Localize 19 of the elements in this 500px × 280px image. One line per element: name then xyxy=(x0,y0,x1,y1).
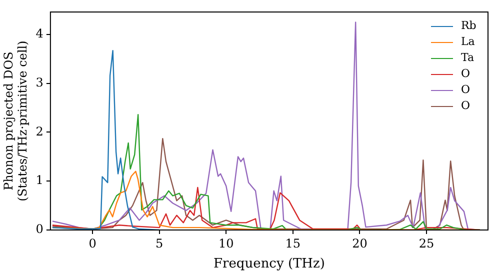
legend-label: La xyxy=(461,35,475,48)
x-tick-label: 15 xyxy=(285,236,301,250)
y-tick-label: 0 xyxy=(36,222,44,236)
legend-label: Rb xyxy=(461,19,476,32)
y-tick-label: 4 xyxy=(36,26,44,41)
x-axis-title: Frequency (THz) xyxy=(213,256,325,272)
x-tick-label: 0 xyxy=(88,236,96,250)
legend-label: Ta xyxy=(461,51,474,64)
y-axis-title: Phonon projected DOS (States/THz·primitive cell) xyxy=(1,40,30,202)
legend-label: O xyxy=(461,83,470,96)
x-tick-label: 20 xyxy=(352,236,368,250)
legend-label: O xyxy=(461,99,470,112)
y-tick-label: 1 xyxy=(36,173,44,188)
x-tick-label: 10 xyxy=(218,236,234,250)
y-tick-label: 3 xyxy=(36,75,44,90)
x-tick-label: 25 xyxy=(418,236,434,250)
x-tick-label: 5 xyxy=(156,236,164,250)
legend-label: O xyxy=(461,67,470,80)
y-tick-label: 2 xyxy=(36,124,44,138)
